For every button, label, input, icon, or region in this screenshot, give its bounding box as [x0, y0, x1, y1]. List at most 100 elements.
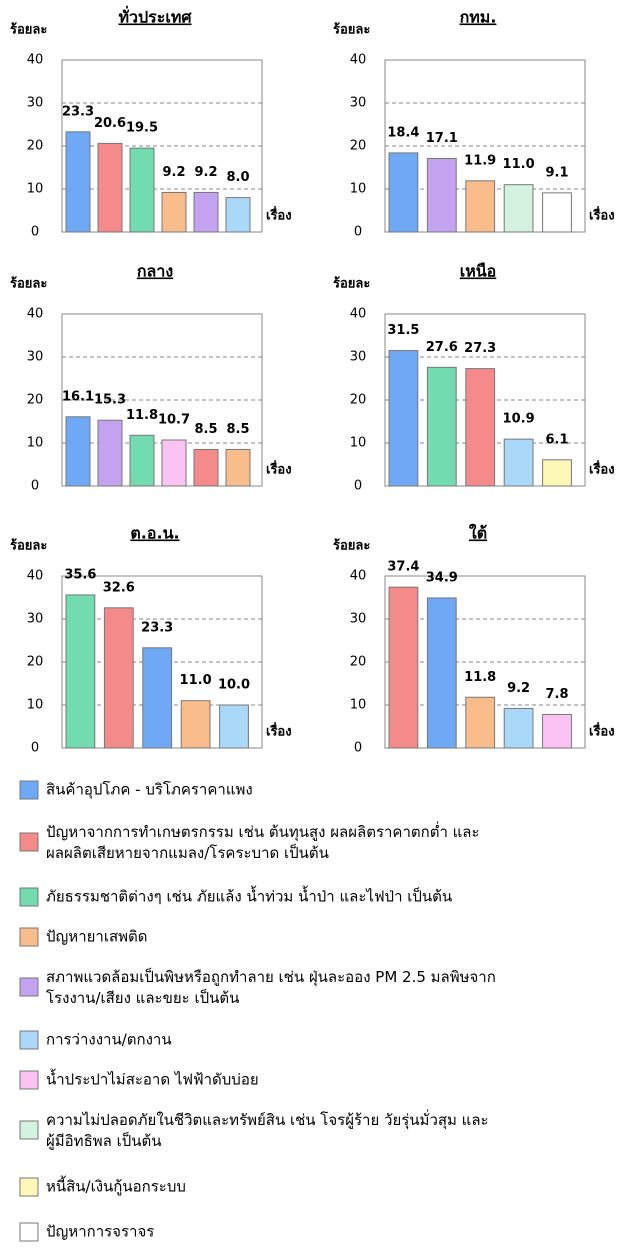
chart-title: กลาง — [137, 262, 173, 281]
value-label: 20.6 — [94, 116, 126, 131]
y-axis-label: ร้อยละ — [10, 538, 47, 554]
bar — [542, 192, 572, 233]
y-tick-label: 10 — [27, 436, 44, 451]
y-tick-label: 30 — [27, 612, 44, 627]
x-axis-label: เรื่อง — [589, 206, 615, 224]
y-tick-label: 30 — [27, 350, 44, 365]
bar — [65, 131, 91, 233]
legend-label: หนี้สิน/เงินกู้นอกระบบ — [46, 1176, 186, 1196]
y-tick-label: 20 — [350, 393, 367, 408]
legend-swatch — [19, 1030, 39, 1050]
value-label: 15.3 — [94, 393, 126, 408]
bar — [388, 152, 419, 233]
value-label: 10.0 — [218, 678, 250, 693]
bar — [193, 448, 219, 487]
legend-label: ปัญหาการจราจร — [46, 1223, 154, 1241]
value-label: 8.5 — [194, 422, 217, 437]
value-label: 32.6 — [103, 580, 135, 595]
value-label: 23.3 — [141, 620, 173, 635]
bar — [129, 147, 155, 233]
legend-item: สินค้าอุปโภค - บริโภคราคาแพง — [19, 780, 253, 800]
bar — [161, 191, 187, 233]
legend-swatch — [19, 1070, 39, 1090]
bar — [129, 434, 155, 487]
legend-item: ปัญหาจากการทำเกษตรกรรม เช่น ต้นทุนสูง ผล… — [19, 821, 480, 862]
bar — [542, 459, 572, 487]
x-axis-label: เรื่อง — [589, 722, 615, 740]
legend-item: ปัญหายาเสพติด — [19, 927, 147, 947]
chart-title: ต.อ.น. — [130, 524, 179, 543]
legend-label: ปัญหาจากการทำเกษตรกรรม เช่น ต้นทุนสูง ผล… — [46, 821, 480, 862]
value-label: 11.8 — [464, 670, 496, 685]
legend-swatch — [19, 887, 39, 907]
y-tick-label: 10 — [27, 182, 44, 197]
y-tick-label: 20 — [350, 655, 367, 670]
y-tick-label: 40 — [350, 53, 367, 68]
bar — [503, 707, 534, 749]
y-tick-label: 0 — [354, 741, 362, 756]
bar — [65, 416, 91, 487]
bar — [542, 713, 572, 749]
legend-label: ความไม่ปลอดภัยในชีวิตและทรัพย์สิน เช่น โ… — [46, 1109, 489, 1150]
y-tick-label: 20 — [27, 655, 44, 670]
value-label: 9.2 — [162, 165, 185, 180]
y-axis-label: ร้อยละ — [10, 22, 47, 38]
y-axis-label: ร้อยละ — [333, 538, 370, 554]
x-axis-label: เรื่อง — [266, 460, 292, 478]
bar — [503, 184, 534, 233]
bar — [225, 448, 251, 487]
y-tick-label: 40 — [27, 307, 44, 322]
legend-swatch — [19, 977, 39, 997]
y-tick-label: 0 — [31, 741, 39, 756]
value-label: 27.3 — [464, 341, 496, 356]
value-label: 19.5 — [126, 121, 158, 136]
value-label: 11.0 — [503, 157, 535, 172]
legend-item: ภัยธรรมชาติต่างๆ เช่น ภัยแล้ง น้ำท่วม น้… — [19, 886, 452, 907]
y-tick-label: 10 — [350, 698, 367, 713]
value-label: 11.9 — [464, 153, 496, 168]
y-tick-label: 40 — [27, 53, 44, 68]
legend-label: ภัยธรรมชาติต่างๆ เช่น ภัยแล้ง น้ำท่วม น้… — [46, 886, 452, 906]
bar — [142, 647, 173, 749]
y-tick-label: 10 — [27, 698, 44, 713]
x-axis-label: เรื่อง — [589, 460, 615, 478]
value-label: 16.1 — [62, 389, 94, 404]
bar — [465, 180, 496, 233]
value-label: 8.5 — [226, 422, 249, 437]
value-label: 11.0 — [180, 673, 212, 688]
legend-swatch — [19, 1222, 39, 1242]
value-label: 11.8 — [126, 408, 158, 423]
legend-swatch — [19, 832, 39, 852]
y-tick-label: 0 — [31, 225, 39, 240]
value-label: 6.1 — [545, 432, 568, 447]
legend-item: ความไม่ปลอดภัยในชีวิตและทรัพย์สิน เช่น โ… — [19, 1109, 489, 1150]
value-label: 31.5 — [387, 323, 419, 338]
legend-label: น้ำประปาไม่สะอาด ไฟฟ้าดับบ่อย — [46, 1069, 259, 1089]
bar — [465, 696, 496, 749]
legend-item: ปัญหาการจราจร — [19, 1222, 154, 1242]
value-label: 35.6 — [64, 567, 96, 582]
value-label: 7.8 — [545, 687, 568, 702]
bar — [193, 191, 219, 233]
value-label: 18.4 — [387, 125, 419, 140]
y-tick-label: 0 — [354, 225, 362, 240]
bar — [97, 419, 123, 487]
legend-item: น้ำประปาไม่สะอาด ไฟฟ้าดับบ่อย — [19, 1069, 259, 1090]
value-label: 23.3 — [62, 104, 94, 119]
legend-label: สินค้าอุปโภค - บริโภคราคาแพง — [46, 781, 253, 800]
y-tick-label: 30 — [350, 612, 367, 627]
bar — [97, 142, 123, 233]
bar — [65, 594, 96, 749]
y-tick-label: 30 — [27, 96, 44, 111]
y-tick-label: 40 — [350, 307, 367, 322]
bar — [161, 439, 187, 487]
legend-label: การว่างงาน/ตกงาน — [46, 1031, 172, 1049]
y-tick-label: 20 — [27, 139, 44, 154]
value-label: 9.2 — [507, 681, 530, 696]
value-label: 10.7 — [158, 412, 190, 427]
x-axis-label: เรื่อง — [266, 206, 292, 224]
bar — [388, 586, 419, 749]
bar — [219, 704, 249, 749]
legend-swatch — [19, 1120, 39, 1140]
